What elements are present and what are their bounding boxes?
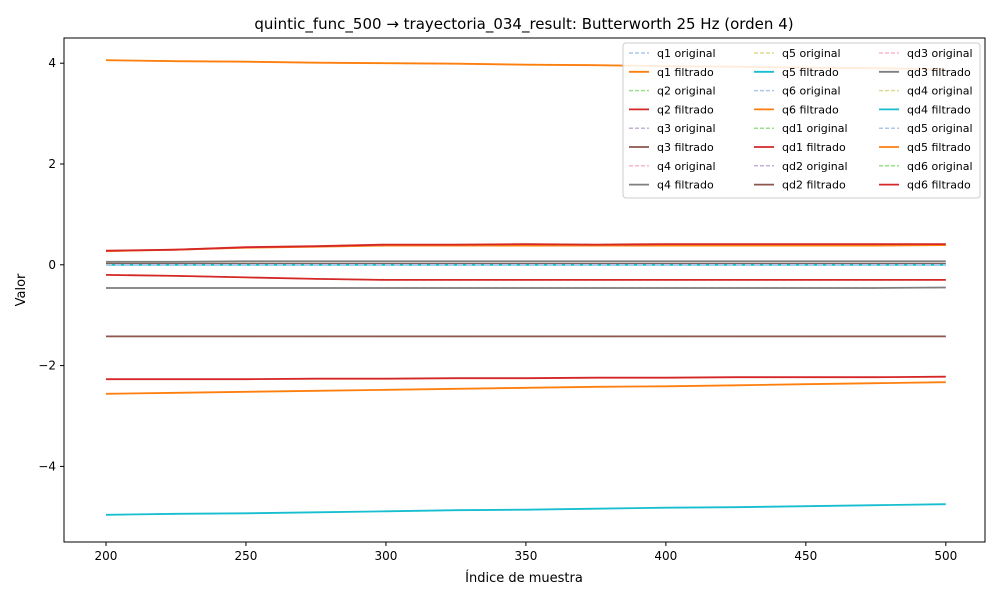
legend-label-q6-original: q6 original [782,85,841,98]
legend-label-q1-filtrado: q1 filtrado [657,66,714,79]
legend-label-qd3-filtrado: qd3 filtrado [907,66,971,79]
y-tick-label: −2 [38,359,56,373]
legend-label-qd1-original: qd1 original [782,122,848,135]
legend-label-q6-filtrado: q6 filtrado [782,103,839,116]
legend-label-qd2-filtrado: qd2 filtrado [782,179,846,192]
legend-label-q3-filtrado: q3 filtrado [657,141,714,154]
chart-title: quintic_func_500 → trayectoria_034_resul… [254,15,793,34]
series-line-qd6-filtrado [105,243,946,252]
legend-label-q2-filtrado: q2 filtrado [657,103,714,116]
legend-label-q4-filtrado: q4 filtrado [657,179,714,192]
x-tick-label: 250 [235,549,258,563]
legend-label-qd5-filtrado: qd5 filtrado [907,141,971,154]
legend-label-qd2-original: qd2 original [782,160,848,173]
legend-label-q4-original: q4 original [657,160,716,173]
x-tick-label: 350 [514,549,537,563]
legend-label-q3-original: q3 original [657,122,716,135]
plot-area [105,59,946,516]
legend-label-q2-original: q2 original [657,85,716,98]
legend-label-qd1-filtrado: qd1 filtrado [782,141,846,154]
y-axis: −4 −2 0 2 4 [38,56,64,473]
legend-label-qd4-filtrado: qd4 filtrado [907,103,971,116]
legend: q1 original q1 filtrado q2 original q2 filt… [622,42,981,199]
y-tick-label: 2 [48,157,56,171]
legend-label-qd6-original: qd6 original [907,160,973,173]
series-line-q5-filtrado [105,503,946,516]
legend-label-q5-filtrado: q5 filtrado [782,66,839,79]
x-tick-label: 400 [654,549,677,563]
x-axis-title: Índice de muestra [465,570,583,586]
y-tick-label: 4 [48,56,56,70]
x-tick-label: 300 [374,549,397,563]
x-tick-label: 450 [794,549,817,563]
legend-label-q5-original: q5 original [782,47,841,60]
legend-label-qd5-original: qd5 original [907,122,973,135]
plot-frame [63,37,986,543]
x-tick-label: 200 [95,549,118,563]
x-axis: 200 250 300 350 400 450 500 [95,542,957,563]
legend-label-qd3-original: qd3 original [907,47,973,60]
legend-label-qd6-filtrado: qd6 filtrado [907,179,971,192]
y-axis-title: Valor [14,273,29,306]
legend-label-qd4-original: qd4 original [907,85,973,98]
legend-label-q1-original: q1 original [657,47,716,60]
y-tick-label: 0 [48,258,56,272]
x-tick-label: 500 [934,549,957,563]
series-line-q6-filtrado [105,381,946,395]
series-line-qd1-filtrado [106,375,946,381]
legend-box [622,42,981,199]
y-tick-label: −4 [38,459,56,473]
series-line-qd3-filtrado [106,260,946,263]
series-line-q4-filtrado [106,286,946,289]
series-line-q2-filtrado [105,274,946,281]
